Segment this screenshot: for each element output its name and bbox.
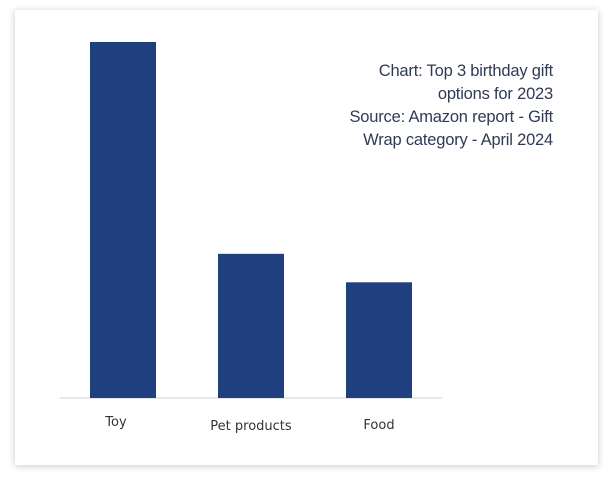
bar-toy [90, 42, 156, 398]
x-tick-label-pet-products: Pet products [210, 419, 292, 434]
chart-title-line-1: Chart: Top 3 birthday gift [378, 62, 553, 80]
bar-food [346, 282, 412, 398]
bar-pet-products [218, 253, 284, 398]
chart-title-line-2: options for 2023 [437, 85, 553, 103]
chart-title: Chart: Top 3 birthday gift options for 2… [300, 60, 554, 152]
chart-title-line-3: Source: Amazon report - Gift [349, 108, 554, 126]
x-tick-label-toy: Toy [104, 415, 127, 430]
x-tick-label-food: Food [363, 418, 394, 433]
chart-title-line-4: Wrap category - April 2024 [363, 131, 553, 149]
